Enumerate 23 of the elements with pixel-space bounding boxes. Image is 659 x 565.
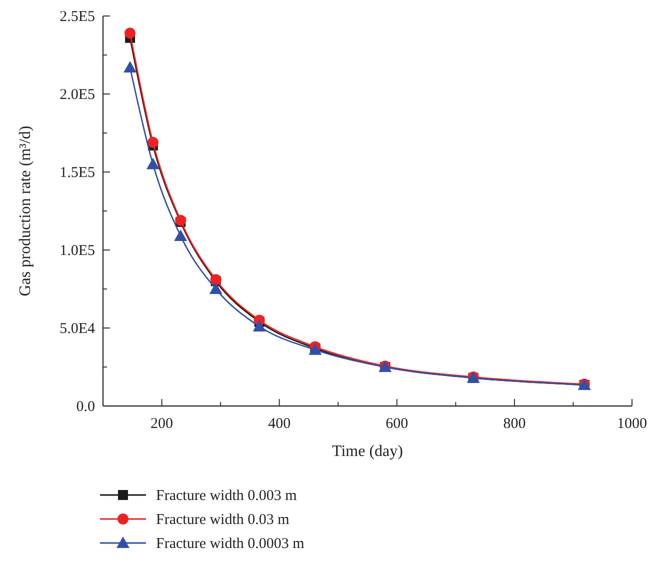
x-tick-label: 1000 [617,416,647,432]
y-tick-label: 0.0 [76,399,95,415]
legend-label: Fracture width 0.03 m [156,512,290,528]
point [124,28,136,39]
point [124,60,137,72]
legend-label: Fracture width 0.0003 m [156,536,305,552]
y-tick-label: 1.0E5 [60,243,95,259]
point [147,136,158,148]
y-axis-title: Gas production rate (m³/d) [17,126,34,296]
x-tick-label: 600 [386,416,408,432]
x-tick-label: 200 [150,416,174,432]
y-tick-label: 2.0E5 [60,87,95,103]
point [146,158,160,170]
y-tick-label: 5.0E4 [60,321,96,337]
x-tick-label: 800 [503,416,526,432]
y-tick-label: 1.5E5 [60,165,95,181]
x-axis-title: Time (day) [332,443,403,460]
point [209,282,222,294]
point [252,320,266,332]
legend-label: Fracture width 0.003 m [156,488,298,504]
x-tick-label: 400 [268,416,291,432]
y-tick-label: 2.5E5 [60,9,95,25]
point [174,229,188,241]
